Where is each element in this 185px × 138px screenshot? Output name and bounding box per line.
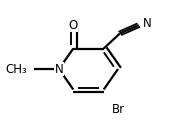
Text: N: N	[55, 63, 63, 75]
Text: Br: Br	[112, 104, 125, 116]
Text: N: N	[143, 17, 152, 30]
Text: O: O	[69, 19, 78, 32]
Text: CH₃: CH₃	[5, 63, 27, 75]
